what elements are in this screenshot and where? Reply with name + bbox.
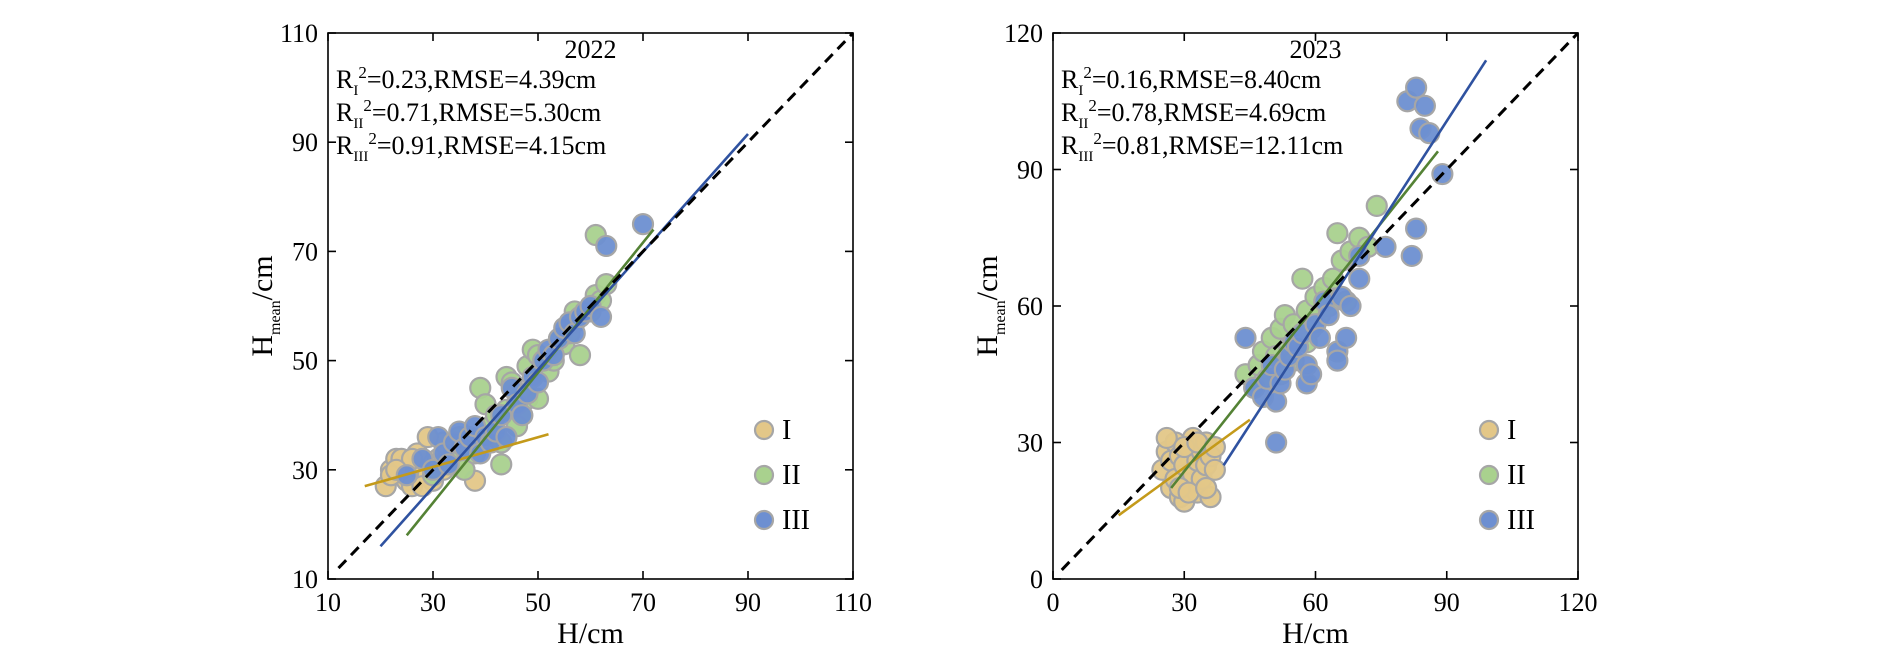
stats-line: RI2=0.16,RMSE=8.40cm	[1061, 63, 1321, 99]
chart-1: 10 30 50 70 90 110 10 30 50 70 90 110 H/cm Hmean/cm 20…	[246, 19, 872, 650]
chart-title: 2022	[565, 35, 617, 64]
x-tick-label: 120	[1559, 588, 1598, 617]
x-tick-label: 110	[834, 588, 872, 617]
fit-line-ii	[1170, 150, 1440, 489]
stats-line: RIII2=0.91,RMSE=4.15cm	[336, 129, 606, 165]
plot-area	[1060, 33, 1578, 571]
data-point-ii	[1365, 194, 1388, 217]
data-point-ii	[490, 453, 513, 476]
data-point-iii	[595, 234, 618, 258]
data-point-iii	[1348, 267, 1371, 290]
legend-label: II	[1507, 460, 1526, 491]
data-point-ii	[1326, 222, 1349, 245]
x-tick-label: 90	[1434, 588, 1460, 617]
identity-line	[1060, 33, 1578, 571]
x-tick-label: 90	[735, 588, 761, 617]
legend-label: III	[1507, 505, 1535, 536]
y-tick-label: 60	[1017, 292, 1043, 321]
stats-line: RI2=0.23,RMSE=4.39cm	[336, 63, 596, 99]
data-point-iii	[1400, 244, 1423, 268]
stats-line: RIII2=0.81,RMSE=12.11cm	[1061, 129, 1343, 165]
x-tick-label: 70	[630, 588, 656, 617]
stats-line: RII2=0.71,RMSE=5.30cm	[336, 96, 601, 132]
data-point-iii	[511, 404, 534, 427]
legend-label: III	[782, 505, 810, 536]
data-point-ii	[1291, 267, 1314, 290]
y-axis-title: Hmean/cm	[246, 255, 284, 356]
y-tick-label: 110	[280, 19, 318, 48]
y-tick-label: 10	[292, 565, 318, 594]
fit-line-iii	[1222, 59, 1488, 466]
data-point-i	[1155, 426, 1178, 450]
data-point-iii	[1265, 431, 1288, 454]
data-point-ii	[568, 344, 592, 367]
stats-line: RII2=0.78,RMSE=4.69cm	[1061, 96, 1326, 132]
data-point-iii	[1339, 294, 1362, 318]
data-point-iii	[1374, 235, 1397, 258]
data-point-iii	[1335, 326, 1358, 349]
y-axis-title: Hmean/cm	[971, 255, 1009, 356]
legend-marker-i	[1478, 419, 1500, 441]
data-point-iii	[1413, 94, 1436, 117]
plot-area	[337, 33, 853, 570]
fit-line-ii	[405, 228, 655, 537]
legend-marker-ii	[753, 464, 775, 486]
data-point-iii	[1326, 349, 1349, 372]
data-point-iii	[1234, 326, 1257, 349]
data-point-iii	[631, 213, 655, 236]
x-tick-label: 60	[1303, 588, 1329, 617]
data-point-iii	[1405, 76, 1428, 99]
y-tick-label: 30	[292, 456, 318, 485]
x-tick-label: 0	[1047, 588, 1060, 617]
y-tick-label: 30	[1017, 429, 1043, 458]
data-point-i	[1203, 458, 1226, 481]
data-point-iii	[1418, 122, 1441, 145]
y-tick-label: 90	[1017, 156, 1043, 185]
x-tick-label: 50	[525, 588, 551, 617]
plot-frame	[327, 32, 854, 580]
fit-line-i	[1117, 418, 1251, 517]
y-tick-label: 50	[292, 347, 318, 376]
data-point-iii	[589, 305, 613, 329]
legend-label: I	[782, 415, 791, 446]
x-tick-label: 30	[420, 588, 446, 617]
x-tick-label: 10	[315, 588, 341, 617]
x-axis-title: H/cm	[1282, 617, 1349, 650]
legend-label: II	[782, 460, 801, 491]
y-tick-label: 0	[1030, 565, 1043, 594]
data-point-i	[1195, 476, 1218, 500]
data-point-iii	[1300, 363, 1323, 386]
x-tick-label: 30	[1171, 588, 1197, 617]
y-tick-label: 90	[292, 128, 318, 157]
legend-marker-iii	[753, 509, 775, 531]
legend-marker-iii	[1478, 509, 1500, 531]
data-point-iii	[1308, 326, 1331, 349]
legend-marker-i	[753, 419, 775, 441]
x-axis-title: H/cm	[557, 617, 624, 650]
y-tick-label: 70	[292, 237, 318, 266]
data-point-iii	[1405, 217, 1428, 240]
fit-line-iii	[379, 133, 749, 548]
chart-title: 2023	[1290, 35, 1342, 64]
legend-marker-ii	[1478, 464, 1500, 486]
legend-label: I	[1507, 415, 1516, 446]
y-tick-label: 120	[1004, 19, 1043, 48]
identity-line	[337, 33, 853, 570]
chart-2: 0 30 60 90 120 0 30 60 90 120 H/cm Hmean/cm 2023RI2=…	[971, 19, 1598, 650]
